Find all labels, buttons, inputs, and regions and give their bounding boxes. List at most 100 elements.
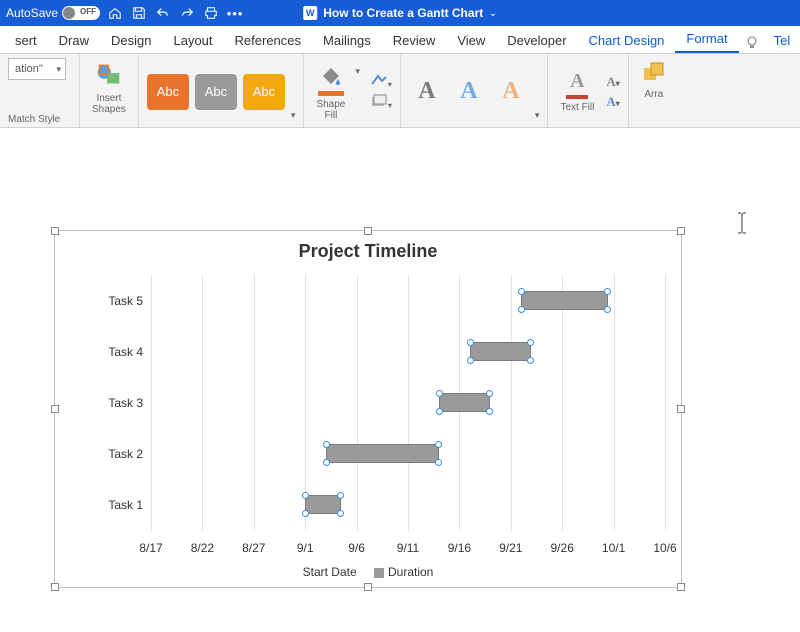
gantt-bar[interactable] <box>305 495 341 514</box>
selection-handle[interactable] <box>51 227 59 235</box>
bar-selection-handle[interactable] <box>302 510 309 517</box>
save-icon[interactable] <box>132 6 146 20</box>
undo-icon[interactable] <box>156 6 170 20</box>
selection-handle[interactable] <box>677 583 685 591</box>
text-fill-button[interactable]: A Text Fill <box>556 68 598 115</box>
x-axis-label: 10/1 <box>602 541 625 555</box>
selection-handle[interactable] <box>364 227 372 235</box>
bar-selection-handle[interactable] <box>518 288 525 295</box>
bar-selection-handle[interactable] <box>323 459 330 466</box>
bar-selection-handle[interactable] <box>337 510 344 517</box>
bar-selection-handle[interactable] <box>486 390 493 397</box>
selection-handle[interactable] <box>364 583 372 591</box>
document-canvas[interactable]: Project Timeline 8/178/228/279/19/69/119… <box>0 128 800 632</box>
gantt-bar[interactable] <box>439 393 490 412</box>
shape-fill-color-swatch <box>318 91 344 96</box>
shape-fill-chevron-icon[interactable]: ▾ <box>355 66 360 77</box>
tab-mailings[interactable]: Mailings <box>312 27 382 53</box>
legend-series-2[interactable]: Duration <box>388 565 433 579</box>
autosave-toggle[interactable]: AutoSave OFF <box>6 6 100 20</box>
gantt-bar[interactable] <box>521 291 608 310</box>
gantt-bar[interactable] <box>470 342 532 361</box>
bar-selection-handle[interactable] <box>436 390 443 397</box>
more-icon[interactable]: ••• <box>228 6 242 20</box>
selection-handle[interactable] <box>677 405 685 413</box>
ribbon: ation" Match Style InsertShapes AbcAbcAb… <box>0 54 800 128</box>
wordart-style-preset-1[interactable]: A <box>409 75 445 109</box>
shape-style-preset-2[interactable]: Abc <box>195 74 237 110</box>
wordart-style-preset-3[interactable]: A <box>493 75 529 109</box>
wordart-styles-more-icon[interactable]: ▾ <box>535 110 540 125</box>
match-style-label[interactable]: Match Style <box>8 113 60 125</box>
x-axis-label: 9/16 <box>448 541 471 555</box>
document-title[interactable]: W How to Create a Gantt Chart ⌄ <box>303 6 497 20</box>
bar-selection-handle[interactable] <box>467 339 474 346</box>
word-app-icon: W <box>303 6 317 20</box>
selection-handle[interactable] <box>51 405 59 413</box>
quick-access-toolbar: ••• <box>108 6 242 20</box>
wordart-style-preset-2[interactable]: A <box>451 75 487 109</box>
selection-dropdown[interactable]: ation" <box>8 58 66 80</box>
bar-selection-handle[interactable] <box>527 357 534 364</box>
insert-shapes-label: InsertShapes <box>92 92 126 115</box>
bar-selection-handle[interactable] <box>467 357 474 364</box>
bar-selection-handle[interactable] <box>435 441 442 448</box>
arrange-button[interactable]: Arra <box>637 58 671 102</box>
legend-series-1[interactable]: Start Date <box>303 565 357 579</box>
tab-view[interactable]: View <box>446 27 496 53</box>
shapes-icon <box>94 60 124 90</box>
tab-draw[interactable]: Draw <box>48 27 100 53</box>
selection-handle[interactable] <box>677 227 685 235</box>
tab-developer[interactable]: Developer <box>496 27 577 53</box>
print-icon[interactable] <box>204 6 218 20</box>
chart-object[interactable]: Project Timeline 8/178/228/279/19/69/119… <box>54 230 682 588</box>
tab-layout[interactable]: Layout <box>162 27 223 53</box>
selection-handle[interactable] <box>51 583 59 591</box>
text-outline-icon[interactable]: A▾ <box>606 74 619 90</box>
home-icon[interactable] <box>108 6 122 20</box>
tab-design[interactable]: Design <box>100 27 162 53</box>
bar-selection-handle[interactable] <box>604 306 611 313</box>
tab-sert[interactable]: sert <box>4 27 48 53</box>
autosave-label: AutoSave <box>6 6 58 20</box>
gantt-bar[interactable] <box>326 444 439 463</box>
bar-selection-handle[interactable] <box>486 408 493 415</box>
shape-fill-button[interactable]: ShapeFill <box>312 60 349 123</box>
text-effects-icon[interactable]: A▾ <box>606 94 619 110</box>
gridline <box>408 275 409 531</box>
tab-references[interactable]: References <box>224 27 312 53</box>
tab-format[interactable]: Format <box>675 25 738 53</box>
chart-legend[interactable]: Start Date Duration <box>55 565 681 579</box>
tab-review[interactable]: Review <box>382 27 447 53</box>
bar-selection-handle[interactable] <box>323 441 330 448</box>
bar-selection-handle[interactable] <box>604 288 611 295</box>
shape-styles-more-icon[interactable]: ▾ <box>291 110 296 125</box>
bar-selection-handle[interactable] <box>337 492 344 499</box>
chevron-down-icon[interactable]: ⌄ <box>489 8 497 19</box>
y-axis-label: Task 4 <box>67 345 143 359</box>
y-axis-label: Task 2 <box>67 447 143 461</box>
insert-shapes-button[interactable]: InsertShapes <box>88 58 130 117</box>
x-axis-label: 8/17 <box>139 541 162 555</box>
autosave-pill[interactable]: OFF <box>62 6 100 20</box>
shape-style-preset-3[interactable]: Abc <box>243 74 285 110</box>
tell-me-icon[interactable] <box>739 35 763 53</box>
bar-selection-handle[interactable] <box>435 459 442 466</box>
chart-title[interactable]: Project Timeline <box>55 231 681 262</box>
bar-selection-handle[interactable] <box>518 306 525 313</box>
bar-selection-handle[interactable] <box>436 408 443 415</box>
shape-outline-icon[interactable]: ▾ <box>370 73 392 90</box>
bucket-icon <box>318 62 344 88</box>
bar-selection-handle[interactable] <box>527 339 534 346</box>
tab-tel[interactable]: Tel <box>763 27 800 53</box>
shape-style-preset-1[interactable]: Abc <box>147 74 189 110</box>
legend-swatch-duration <box>374 568 384 578</box>
gridline <box>151 275 152 531</box>
bar-selection-handle[interactable] <box>302 492 309 499</box>
shape-effects-icon[interactable]: ▾ <box>370 94 392 111</box>
redo-icon[interactable] <box>180 6 194 20</box>
tab-chart-design[interactable]: Chart Design <box>578 27 676 53</box>
y-axis-label: Task 3 <box>67 396 143 410</box>
chart-plot-area[interactable]: 8/178/228/279/19/69/119/169/219/2610/110… <box>151 275 665 531</box>
gridline <box>202 275 203 531</box>
